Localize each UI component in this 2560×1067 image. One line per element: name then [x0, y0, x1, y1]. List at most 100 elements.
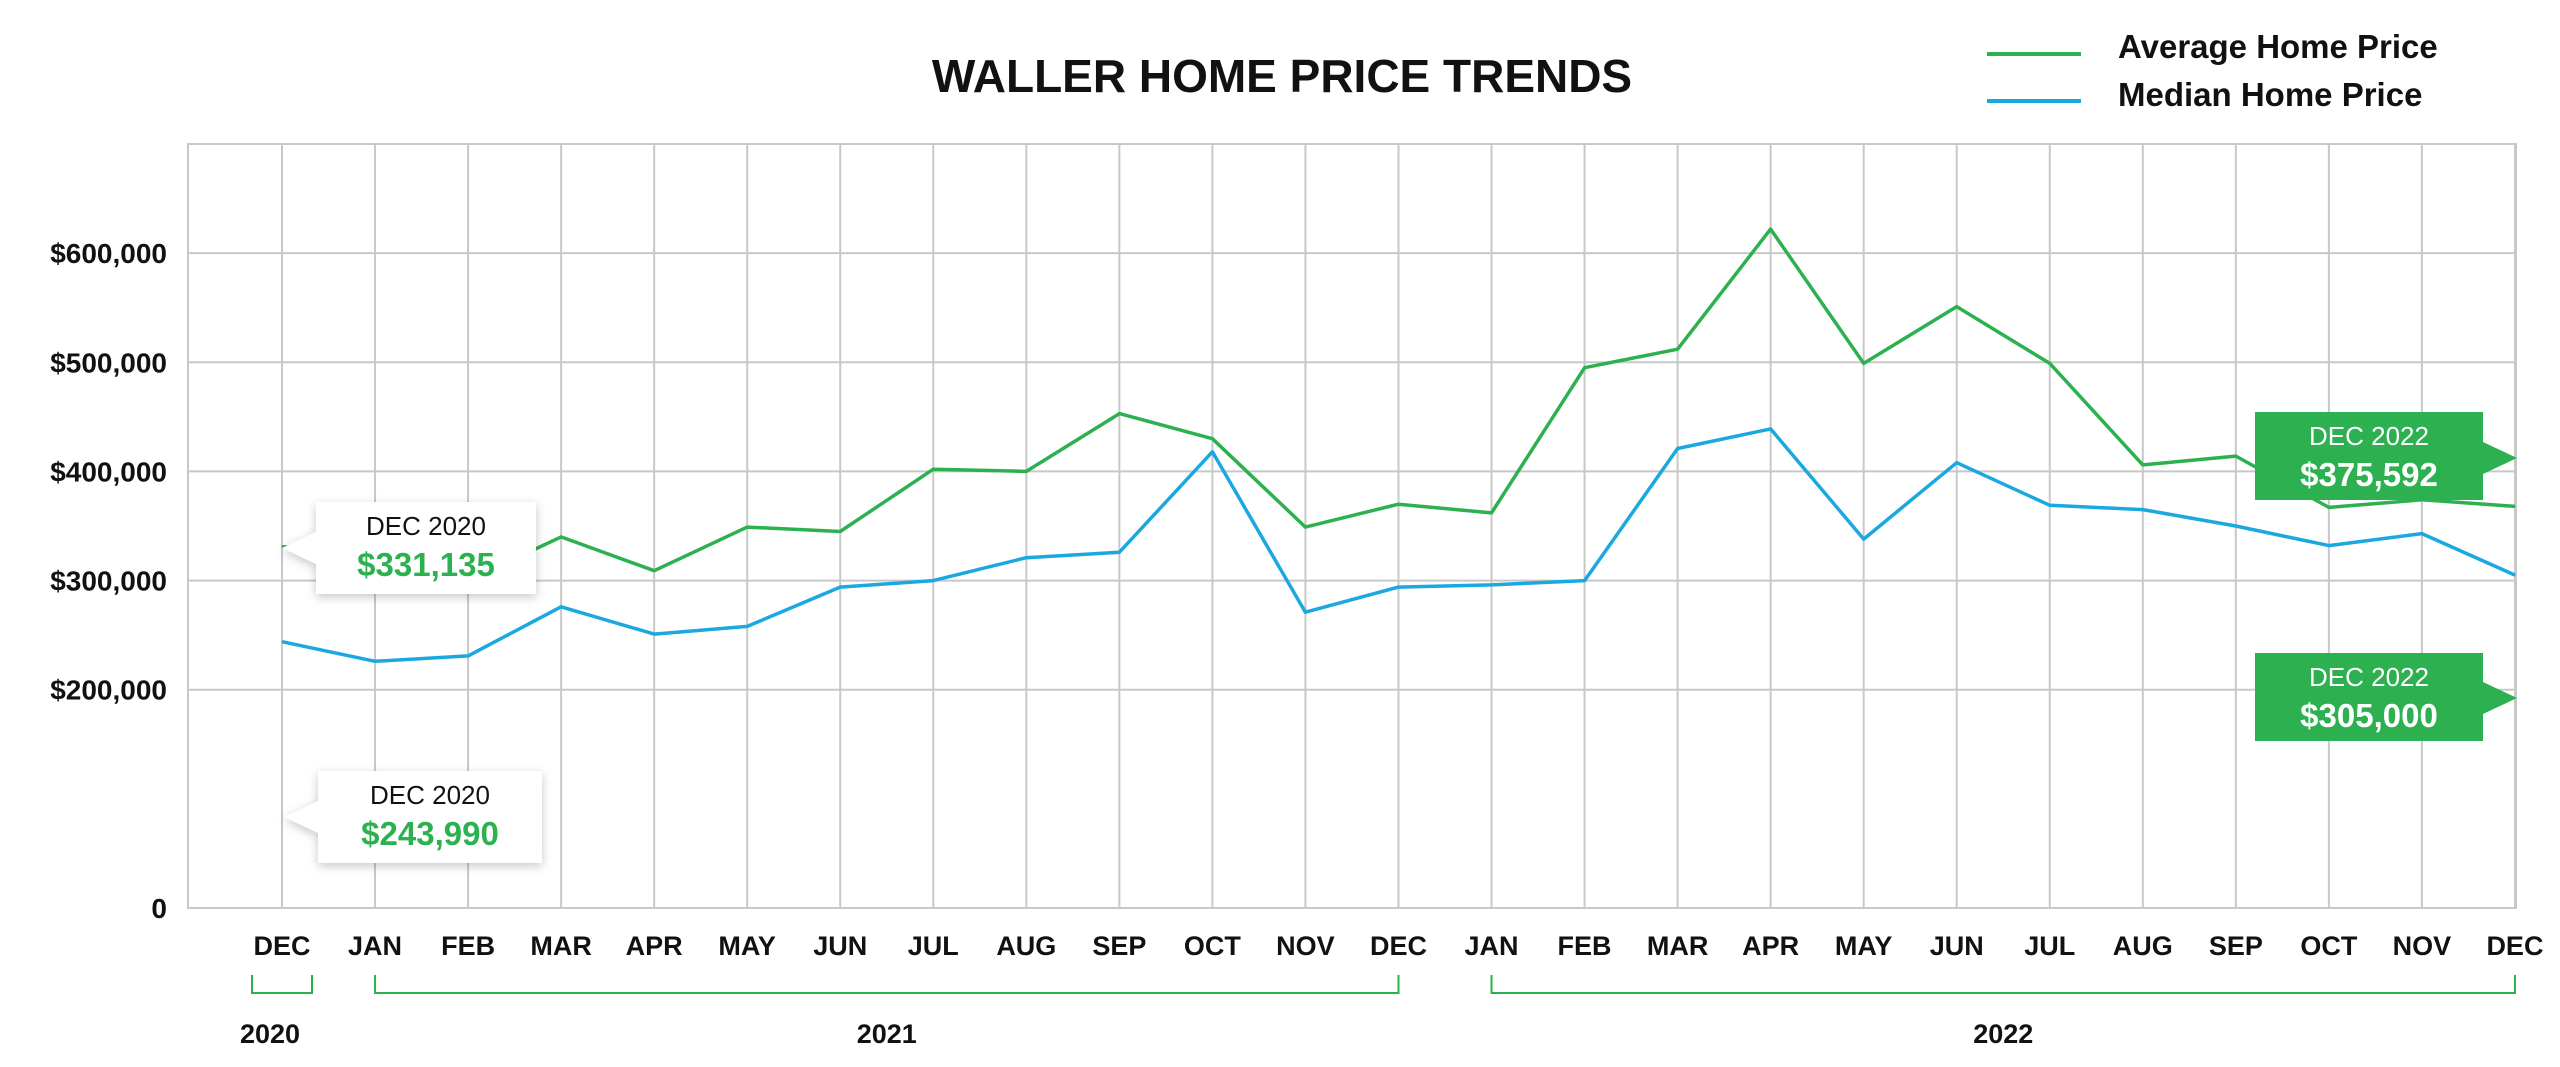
- horizontal-gridlines: [188, 252, 2516, 691]
- x-tick-label: MAR: [1647, 931, 1709, 961]
- data-point: [1211, 438, 1213, 440]
- data-point: [467, 655, 469, 657]
- callout-value: $375,592: [2300, 456, 2438, 493]
- data-point: [839, 530, 841, 532]
- data-point: [2049, 362, 2051, 364]
- chart-title: WALLER HOME PRICE TRENDS: [932, 50, 1632, 102]
- x-tick-label: JUL: [908, 931, 959, 961]
- x-tick-label: OCT: [1184, 931, 1242, 961]
- callout-pointer: [284, 801, 318, 833]
- callout-background: [2255, 412, 2483, 500]
- data-point: [1025, 470, 1027, 472]
- data-point: [374, 660, 376, 662]
- legend: Average Home Price Median Home Price: [1987, 28, 2438, 113]
- x-tick-label: MAR: [530, 931, 592, 961]
- callout-box: [2255, 653, 2517, 741]
- callout-date: DEC 2020: [366, 511, 486, 541]
- year-label: 2022: [1973, 1019, 2033, 1049]
- data-point: [281, 546, 283, 548]
- callout-background: [2255, 653, 2483, 741]
- callout-start: DEC 2020 $331,135: [282, 502, 536, 594]
- legend-label-median: Median Home Price: [2118, 76, 2422, 113]
- data-point: [1863, 538, 1865, 540]
- callout-box: [282, 502, 536, 594]
- data-point: [2049, 504, 2051, 506]
- callout-background: [316, 502, 536, 594]
- year-bracket: [251, 975, 313, 994]
- callout-date: DEC 2022: [2309, 421, 2429, 451]
- y-axis-ticks: 0 $200,000 $300,000 $400,000 $500,000 $600,00…: [50, 238, 167, 924]
- data-point: [1956, 306, 1958, 308]
- callout-box: [284, 771, 542, 863]
- data-point: [1397, 586, 1399, 588]
- data-point: [1211, 451, 1213, 453]
- x-tick-label: APR: [1742, 931, 1799, 961]
- y-tick-label: 0: [151, 893, 167, 924]
- x-tick-label: DEC: [1370, 931, 1427, 961]
- data-point: [839, 586, 841, 588]
- data-point: [2235, 525, 2237, 527]
- vertical-gridlines: [281, 144, 2516, 908]
- callout-start: DEC 2020 $243,990: [284, 771, 542, 863]
- callout-value: $243,990: [361, 815, 499, 852]
- callout-date: DEC 2020: [370, 780, 490, 810]
- data-point: [1677, 348, 1679, 350]
- callout-end: DEC 2022 $305,000: [2255, 653, 2517, 741]
- x-tick-label: NOV: [2393, 931, 2452, 961]
- data-point: [1863, 362, 1865, 364]
- x-axis-ticks: DEC JAN FEB MAR APR MAY JUN JUL AUG SEP OCT NOV DEC J…: [253, 931, 2543, 961]
- x-tick-label: JAN: [1465, 931, 1519, 961]
- year-bracket: [1490, 975, 2516, 994]
- x-tick-label: SEP: [2209, 931, 2263, 961]
- x-tick-label: MAY: [718, 931, 776, 961]
- data-point: [2328, 545, 2330, 547]
- callout-background: [318, 771, 542, 863]
- callouts: DEC 2020 $331,135 DEC 2020 $243,990 DEC 2022…: [282, 412, 2517, 863]
- data-point: [1956, 462, 1958, 464]
- x-tick-label: FEB: [441, 931, 495, 961]
- data-point: [1491, 512, 1493, 514]
- data-point: [2514, 505, 2516, 507]
- callout-value: $331,135: [357, 546, 495, 583]
- x-tick-label: JAN: [348, 931, 402, 961]
- data-point: [932, 580, 934, 582]
- x-tick-label: DEC: [253, 931, 310, 961]
- data-point: [281, 641, 283, 643]
- year-bracket: [374, 975, 1400, 994]
- x-tick-label: DEC: [2486, 931, 2543, 961]
- x-tick-label: NOV: [1276, 931, 1335, 961]
- data-point: [653, 570, 655, 572]
- data-point: [1770, 428, 1772, 430]
- data-point: [653, 633, 655, 635]
- data-point: [1770, 228, 1772, 230]
- callout-pointer: [282, 532, 316, 564]
- y-tick-label: $600,000: [50, 238, 167, 269]
- callout-pointer: [2483, 682, 2517, 714]
- data-point: [2514, 574, 2516, 576]
- data-point: [1025, 557, 1027, 559]
- data-point: [1118, 413, 1120, 415]
- data-point: [2328, 506, 2330, 508]
- x-tick-label: FEB: [1558, 931, 1612, 961]
- callout-pointer: [2483, 442, 2517, 474]
- callout-end: DEC 2022 $375,592: [2255, 412, 2517, 500]
- data-point: [1584, 580, 1586, 582]
- data-point: [560, 606, 562, 608]
- y-tick-label: $300,000: [50, 566, 167, 597]
- data-point: [1397, 503, 1399, 505]
- y-tick-label: $500,000: [50, 347, 167, 378]
- x-tick-label: JUL: [2024, 931, 2075, 961]
- data-point: [746, 526, 748, 528]
- legend-label-average: Average Home Price: [2118, 28, 2438, 65]
- data-point: [1118, 551, 1120, 553]
- year-label: 2020: [240, 1019, 300, 1049]
- x-tick-label: JUN: [813, 931, 867, 961]
- data-point: [1584, 367, 1586, 369]
- y-tick-label: $400,000: [50, 456, 167, 487]
- data-point: [1677, 448, 1679, 450]
- callout-box: [2255, 412, 2517, 500]
- x-tick-label: SEP: [1092, 931, 1146, 961]
- data-point: [2421, 533, 2423, 535]
- x-tick-label: OCT: [2300, 931, 2358, 961]
